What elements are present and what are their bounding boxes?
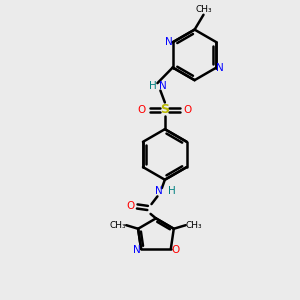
- Text: H: H: [168, 186, 176, 196]
- Text: N: N: [165, 37, 173, 47]
- Text: CH₃: CH₃: [186, 221, 202, 230]
- Text: CH₃: CH₃: [110, 221, 126, 230]
- Text: N: N: [155, 186, 163, 196]
- Text: N: N: [216, 62, 224, 73]
- Text: O: O: [126, 202, 134, 212]
- Text: N: N: [133, 245, 140, 256]
- Text: CH₃: CH₃: [195, 5, 212, 14]
- Text: O: O: [184, 105, 192, 115]
- Text: H: H: [149, 81, 157, 91]
- Text: S: S: [160, 103, 169, 116]
- Text: N: N: [160, 81, 167, 91]
- Text: O: O: [138, 105, 146, 115]
- Text: O: O: [171, 245, 179, 256]
